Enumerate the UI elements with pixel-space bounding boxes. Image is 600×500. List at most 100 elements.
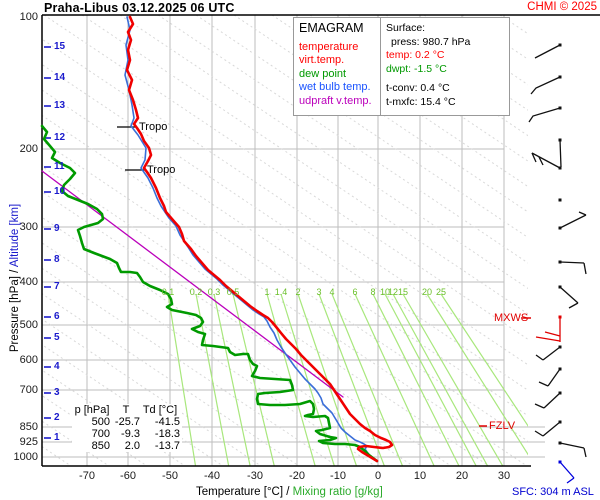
surface-value-line: t-mxfc: 15.4 °C [386,95,456,108]
legend-items: temperature virt.temp. dew point wet bulb t… [299,41,375,109]
temperature-tick-label: -30 [247,470,263,482]
pressure-tick-label: 400 [19,276,38,288]
pressure-tick-label: 600 [19,354,38,366]
temperature-tick-label: -60 [120,470,136,482]
table-cell: -25.7 [114,416,140,428]
x-axis-title-temperature: Temperature [°C] [196,486,284,498]
temperature-tick-label: -20 [289,470,305,482]
table-cell: -18.3 [154,428,180,440]
surface-panel: Surface: press: 980.7 hPa temp: 0.2 °C dwp… [380,17,510,116]
pressure-tick-label: 100 [19,11,38,23]
table-row: 700 -9.3 -18.3 [72,428,182,440]
temperature-tick-label: -40 [204,470,220,482]
max-wind-label: MXWS [494,312,529,324]
mixing-ratio-label: 0.1 [161,287,175,297]
pressure-tick-label: 700 [19,384,38,396]
altitude-ticks [44,46,51,439]
table-cell: 500 [91,416,110,428]
mixing-ratio-label: 12 [387,287,398,297]
table-cell: 700 [91,428,110,440]
temperature-tick-label: 0 [374,470,382,482]
altitude-tick-label: 6 [54,311,60,322]
surface-values: press: 980.7 hPa temp: 0.2 °C dwpt: -1.5 °… [386,36,504,110]
dewpoint-curve [40,124,379,463]
station-elevation-label: SFC: 304 m ASL [512,486,594,498]
surface-value-line: press: 980.7 hPa [391,35,471,48]
col-pressure: p [hPa] [74,404,110,416]
legend-heading: EMAGRAM [299,21,364,35]
table-cell: 2.0 [124,440,140,452]
mixing-ratio-label: 4 [329,287,335,297]
pressure-tick-label: 500 [19,319,38,331]
mixing-ratio-label: 0.5 [226,287,240,297]
table-row: 850 2.0 -13.7 [72,440,182,452]
mixing-ratio-label: 8 [370,287,376,297]
wind-barbs [528,43,587,484]
pressure-tick-label: 300 [19,221,38,233]
altitude-tick-label: 1 [54,432,60,443]
levels-table: p [hPa] T Td [°C] 500 -25.7 -41.5 700 -9.3 -1… [72,404,182,452]
levels-table-body: 500 -25.7 -41.5 700 -9.3 -18.3 850 2.0 -13.7 [72,416,182,452]
altitude-tick-label: 4 [54,361,60,372]
mixing-ratio-label: 0.3 [207,287,221,297]
mixing-ratio-label: 20 [421,287,432,297]
altitude-tick-label: 14 [54,72,66,83]
temperature-tick-label: -10 [330,470,346,482]
altitude-tick-label: 11 [54,161,65,172]
legend-item: virt.temp. [299,54,345,66]
temperature-tick-label: 10 [413,470,427,482]
altitude-tick-label: 3 [54,387,60,398]
mixing-ratio-label: 1.4 [274,287,288,297]
legend-item: wet bulb temp. [299,81,371,93]
mixing-ratio-label: 15 [397,287,408,297]
temperature-curve [125,15,394,463]
pressure-tick-label: 850 [19,421,38,433]
altitude-tick-label: 9 [54,223,60,234]
freezing-level-label: FZLV [489,420,516,432]
wetbulb-curve [124,16,378,462]
table-cell: 850 [91,440,110,452]
col-dewpoint: Td [°C] [142,404,178,416]
mixing-ratio-label: 6 [352,287,358,297]
altitude-tick-label: 15 [54,41,66,52]
pressure-tick-label: 200 [19,143,38,155]
pressure-tick-label: 925 [19,436,38,448]
altitude-tick-label: 5 [54,332,60,343]
surface-heading: Surface: [386,22,426,34]
page-title: Praha-Libus 03.12.2025 06 UTC [44,1,235,15]
altitude-tick-label: 8 [54,254,60,265]
x-axis-title-separator: / [283,486,293,498]
temperature-tick-label: 20 [455,470,469,482]
altitude-tick-label: 13 [54,100,66,111]
table-cell: -13.7 [154,440,180,452]
altitude-tick-label: 2 [54,412,60,423]
altitude-tick-label: 7 [54,281,60,292]
altitude-tick-label: 10 [54,186,66,197]
plot-border [41,14,600,467]
legend-item: udpraft v.temp. [299,94,372,107]
temperature-tick-label: -70 [79,470,95,482]
mixing-ratio-label: 3 [316,287,322,297]
mixing-ratio-label: 25 [435,287,446,297]
tropopause-label-lower: Tropo [147,164,176,176]
levels-table-header: p [hPa] T Td [°C] [72,404,182,416]
table-row: 500 -25.7 -41.5 [72,416,182,428]
x-axis-title-mixing: Mixing ratio [g/kg] [292,486,383,498]
annotation-dashes [479,317,531,427]
table-cell: -41.5 [154,416,180,428]
x-axis-title: Temperature [°C] / Mixing ratio [g/kg] [196,486,383,498]
tropopause-label-upper: Tropo [139,121,168,133]
copyright-label: CHMI © 2025 [527,1,597,13]
table-cell: -9.3 [121,428,140,440]
legend-panel: EMAGRAM temperature virt.temp. dew point we… [293,17,381,116]
mixing-ratio-label: 1 [264,287,270,297]
legend-item: temperature [299,40,359,53]
mixing-ratio-label: 0.2 [189,287,203,297]
surface-value-line: temp: 0.2 °C [386,49,445,61]
y-axis-title-separator: / [9,267,21,277]
pressure-tick-label: 1000 [13,451,38,463]
updraft-virtual-temp-line [41,170,344,398]
legend-item: dew point [299,67,347,80]
y-axis-title-altitude: Altitude [km] [9,203,21,268]
